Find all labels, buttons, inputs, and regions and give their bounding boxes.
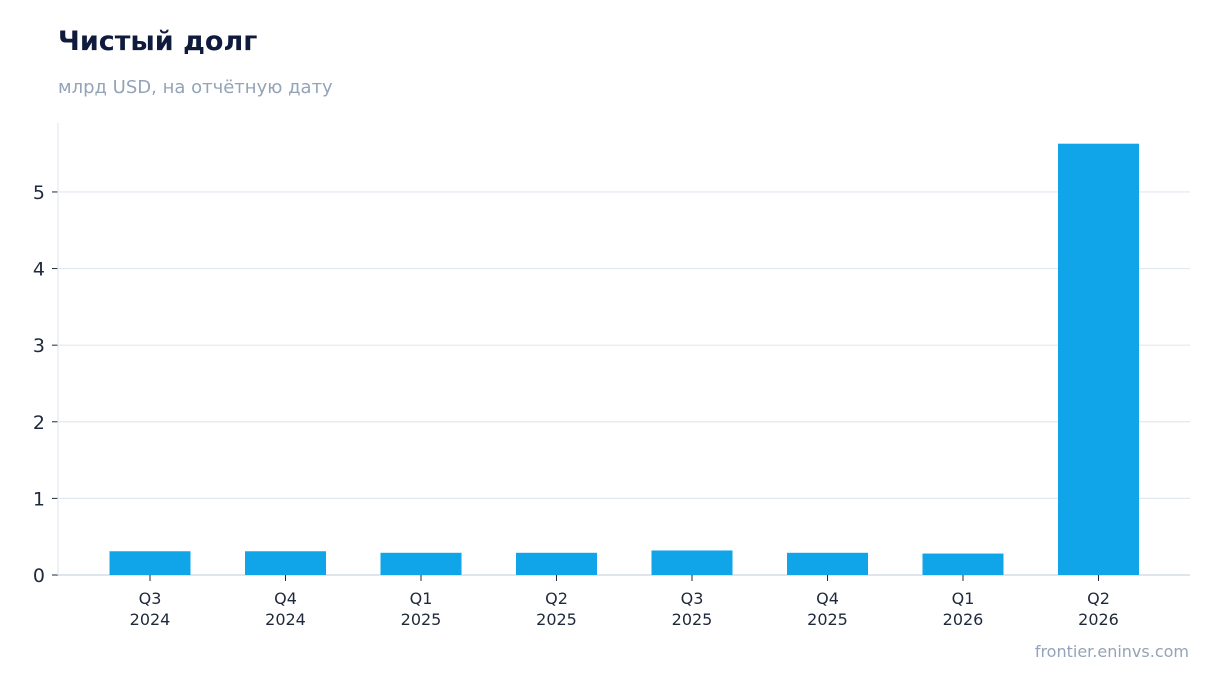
grid-lines: [58, 191, 1190, 499]
y-tick-label: 3: [33, 335, 45, 357]
y-tick-label: 4: [33, 259, 45, 281]
bar: [109, 551, 191, 575]
bar: [651, 550, 733, 575]
x-tick-label-year: 2025: [672, 610, 713, 629]
bar: [516, 552, 597, 575]
x-tick-label-year: 2024: [130, 610, 171, 629]
y-tick-label: 5: [33, 182, 45, 204]
x-tick-label-year: 2025: [401, 610, 442, 629]
x-tick-label-quarter: Q2: [1087, 589, 1110, 608]
bar: [922, 553, 1004, 575]
x-tick-label-year: 2026: [1078, 610, 1119, 629]
source-watermark: frontier.eninvs.com: [1034, 642, 1189, 661]
chart-title: Чистый долг: [58, 26, 258, 57]
x-tick-label-quarter: Q3: [139, 589, 162, 608]
bar: [787, 552, 868, 575]
bar: [245, 551, 326, 575]
chart-subtitle: млрд USD, на отчётную дату: [58, 77, 333, 98]
bars: [109, 143, 1139, 575]
x-tick-labels: Q3 2024 Q4 2024 Q1 2025 Q2 2025 Q3 2025 Q4 2025 Q1 20…: [130, 589, 1119, 629]
x-tick-label-quarter: Q1: [410, 589, 433, 608]
x-tick-label-year: 2024: [265, 610, 306, 629]
y-tick-labels: 0 1 2 3 4 5: [33, 182, 45, 587]
x-tick-label-quarter: Q1: [952, 589, 975, 608]
y-tick-label: 0: [33, 565, 45, 587]
x-tick-label-year: 2025: [807, 610, 848, 629]
bar: [380, 552, 462, 575]
bar: [1058, 143, 1139, 575]
y-tick-label: 1: [33, 488, 45, 510]
x-tick-label-year: 2025: [536, 610, 577, 629]
x-tick-label-quarter: Q2: [545, 589, 568, 608]
x-tick-label-quarter: Q3: [681, 589, 704, 608]
x-tick-label-year: 2026: [943, 610, 984, 629]
x-tick-label-quarter: Q4: [274, 589, 297, 608]
x-tick-label-quarter: Q4: [816, 589, 839, 608]
y-tick-label: 2: [33, 412, 45, 434]
